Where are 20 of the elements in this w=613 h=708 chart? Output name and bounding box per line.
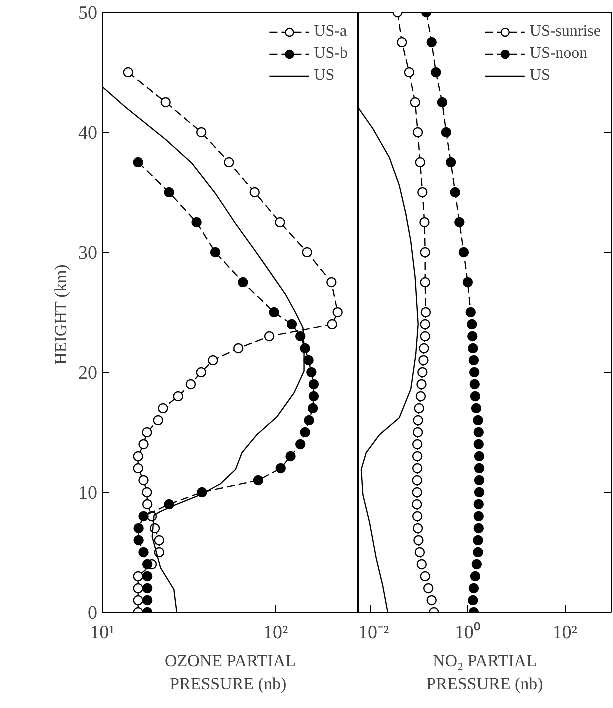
y-tick-label: 0 <box>88 603 98 624</box>
legend-label: US-b <box>314 45 348 63</box>
legend-label: US-noon <box>530 45 588 63</box>
y-tick-label: 20 <box>78 363 98 384</box>
legend-label: US <box>314 67 335 85</box>
y-tick-label: 30 <box>78 243 98 264</box>
x-tick-label: 10⁻² <box>358 622 390 644</box>
y-tick-label: 10 <box>78 483 98 504</box>
legend-label: US <box>530 67 550 85</box>
x-tick-label: 10² <box>263 622 288 644</box>
legend-label: US-a <box>314 23 348 41</box>
x-axis-title: NO₂ PARTIAL PRESSURE (nb) <box>426 652 544 694</box>
x-tick-label: 10⁰ <box>454 622 481 644</box>
x-axis-title: OZONE PARTIAL PRESSURE (nb) <box>164 652 296 694</box>
x-tick-label: 10¹ <box>90 622 116 644</box>
y-tick-label: 40 <box>78 123 98 144</box>
x-tick-label: 10² <box>552 622 578 644</box>
y-tick-label: 50 <box>78 3 98 24</box>
y-axis-title: HEIGHT (km) <box>52 264 70 365</box>
legend-label: US-sunrise <box>530 23 601 41</box>
